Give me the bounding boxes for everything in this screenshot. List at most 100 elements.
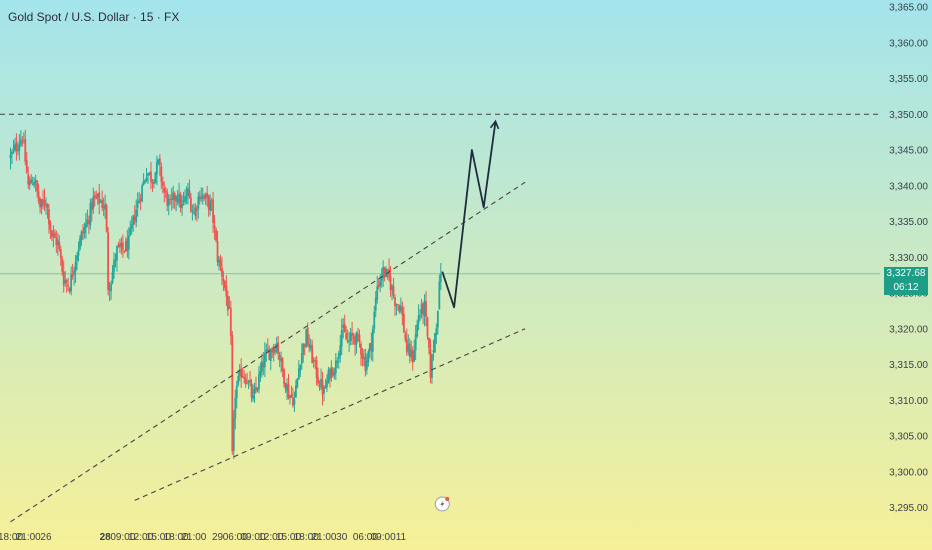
candle-body xyxy=(30,178,33,184)
candle-body xyxy=(15,143,18,152)
candle-body xyxy=(292,397,294,406)
candle-body xyxy=(413,349,416,362)
candle-body xyxy=(153,182,155,185)
candle-body xyxy=(55,237,58,246)
candle-body xyxy=(111,271,114,284)
candle-body xyxy=(113,259,115,272)
candle-body xyxy=(209,200,212,211)
candle-body xyxy=(203,196,206,198)
y-tick-label: 3,305.00 xyxy=(889,432,928,443)
candle-body xyxy=(175,196,178,202)
candle-body xyxy=(150,171,152,182)
candle-body xyxy=(185,197,188,199)
candle-body xyxy=(358,334,361,342)
candle-body xyxy=(274,349,277,353)
x-tick-label: 09:00 xyxy=(371,532,396,543)
candle-body xyxy=(370,343,373,351)
candle-body xyxy=(419,314,422,317)
candle-body xyxy=(346,340,349,342)
candle-body xyxy=(59,249,62,259)
candle-body xyxy=(265,349,268,352)
candle-body xyxy=(414,334,417,351)
candle-body xyxy=(360,343,362,355)
candle-body xyxy=(34,180,37,183)
candle-body xyxy=(215,229,217,241)
candle-body xyxy=(379,280,382,286)
candle-body xyxy=(119,243,121,248)
candle-body xyxy=(399,305,402,311)
candle-body xyxy=(269,349,272,361)
candle-body xyxy=(144,180,146,182)
candle-body xyxy=(210,200,213,202)
candle-body xyxy=(136,201,139,208)
candle-body xyxy=(191,211,194,213)
candle-body xyxy=(299,365,302,371)
candle-body xyxy=(172,192,175,201)
candle-body xyxy=(107,232,109,290)
candle-body xyxy=(46,204,49,208)
candle-body xyxy=(31,184,34,186)
candle-body xyxy=(76,255,78,261)
candle-body xyxy=(371,328,374,352)
candle-body xyxy=(98,192,101,204)
candle-body xyxy=(117,244,120,246)
candle-body xyxy=(99,201,102,203)
candle-body xyxy=(27,174,30,185)
candle-body xyxy=(252,394,254,400)
candle-body xyxy=(48,208,50,225)
candle-body xyxy=(256,388,259,391)
candle-body xyxy=(213,225,216,229)
x-tick-label: 18:00 xyxy=(294,532,319,543)
candle-body xyxy=(12,148,15,151)
candle-body xyxy=(160,166,163,182)
candle-body xyxy=(82,232,84,234)
candle-body xyxy=(141,185,144,202)
candle-body xyxy=(321,380,324,395)
candle-body xyxy=(184,196,186,203)
candle-body xyxy=(37,191,40,201)
candle-body xyxy=(398,305,401,313)
candle-body xyxy=(148,172,151,174)
candle-body xyxy=(297,368,300,380)
candle-body xyxy=(110,283,112,292)
candle-body xyxy=(280,358,283,362)
candle-body xyxy=(216,241,219,263)
candle-body xyxy=(253,388,256,394)
candle-body xyxy=(357,334,359,336)
y-tick-label: 3,300.00 xyxy=(889,467,928,478)
x-tick-label: 12:00 xyxy=(258,532,283,543)
candle-body xyxy=(296,378,299,388)
candle-body xyxy=(247,381,250,383)
candle-body xyxy=(204,194,207,199)
candle-body xyxy=(284,382,287,390)
candle-body xyxy=(334,360,337,374)
event-dot xyxy=(445,497,450,501)
candle-body xyxy=(345,333,348,340)
candle-body xyxy=(342,324,345,329)
candle-body xyxy=(416,324,419,337)
candle-body xyxy=(173,192,176,200)
candle-body xyxy=(329,369,331,379)
candle-body xyxy=(425,301,427,317)
candle-body xyxy=(22,140,25,142)
candle-body xyxy=(79,238,81,250)
candle-body xyxy=(14,144,16,150)
candle-body xyxy=(231,335,234,452)
candle-body xyxy=(294,385,297,398)
candle-body xyxy=(138,200,141,203)
candle-body xyxy=(388,268,390,277)
candle-body xyxy=(108,289,111,291)
candle-body xyxy=(229,308,232,336)
candle-body xyxy=(147,173,149,176)
candle-body xyxy=(151,181,154,184)
candle-body xyxy=(314,360,317,362)
candle-body xyxy=(423,300,426,317)
candle-body xyxy=(407,344,410,351)
candle-body xyxy=(104,204,107,210)
candle-body xyxy=(352,337,355,339)
candle-body xyxy=(95,196,98,199)
candle-body xyxy=(87,220,90,224)
x-tick-label: 11 xyxy=(396,532,407,543)
